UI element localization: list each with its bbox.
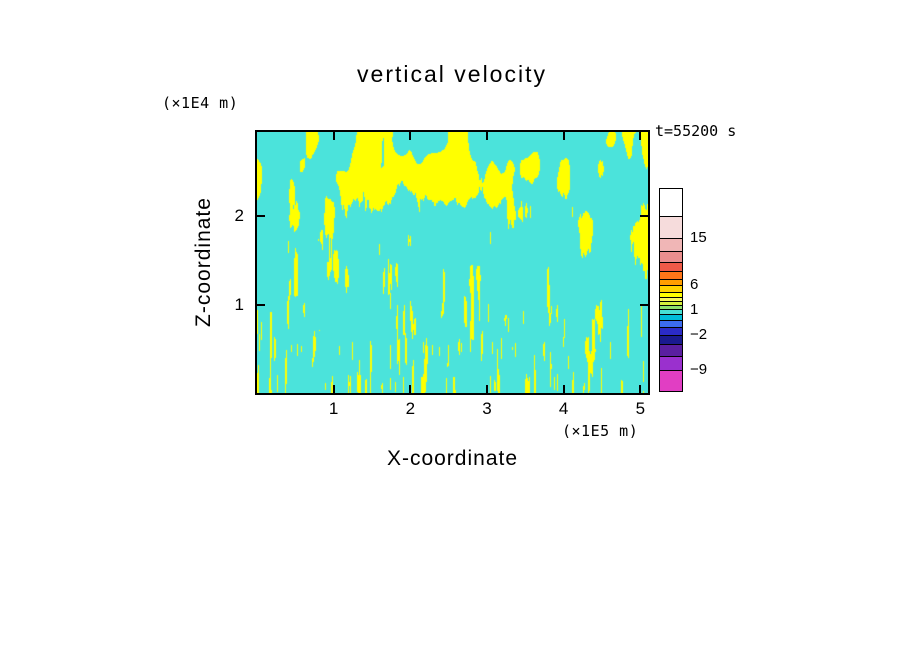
x-axis-tick	[486, 385, 488, 393]
time-annotation: t=55200 s	[655, 122, 737, 140]
y-axis-label: Z-coordinate	[192, 197, 215, 327]
y-axis-tick	[640, 303, 648, 306]
colorbar-segment	[660, 217, 682, 239]
x-axis-tick	[486, 132, 488, 140]
colorbar-segment	[660, 357, 682, 371]
colorbar-label: 15	[690, 229, 707, 246]
colorbar-segment	[660, 263, 682, 272]
x-axis-tick	[562, 385, 565, 393]
colorbar-segment	[660, 252, 682, 263]
y-axis-units: (×1E4 m)	[162, 94, 239, 112]
colorbar-segment	[660, 306, 682, 310]
x-axis-tick	[409, 385, 412, 393]
x-axis-units: (×1E5 m)	[562, 422, 639, 440]
y-tick-label: 2	[234, 206, 244, 226]
x-tick-label: 4	[558, 399, 569, 418]
x-tick-label: 3	[482, 399, 492, 418]
velocity-field-canvas	[257, 132, 648, 393]
x-tick-label: 5	[635, 399, 646, 418]
colorbar-segment	[660, 189, 682, 217]
colorbar-segment	[660, 286, 682, 293]
y-axis-tick	[257, 215, 265, 218]
colorbar-segment	[660, 293, 682, 298]
colorbar-segment	[660, 345, 682, 357]
x-axis-tick	[332, 132, 335, 140]
x-tick-label: 1	[328, 399, 339, 418]
colorbar-label: −2	[690, 326, 708, 343]
y-axis-tick	[640, 215, 648, 218]
x-axis-tick	[639, 132, 642, 140]
colorbar-segment	[660, 371, 682, 391]
y-tick-label: 1	[234, 294, 244, 314]
plot-area	[255, 130, 650, 395]
x-axis-tick	[332, 385, 335, 393]
x-axis-label: X-coordinate	[386, 447, 519, 470]
x-axis-tick	[562, 132, 565, 140]
colorbar-segment	[660, 315, 682, 321]
colorbar-segment	[660, 272, 682, 280]
x-axis-tick	[639, 385, 642, 393]
colorbar-segment	[660, 336, 682, 345]
colorbar-segment	[660, 298, 682, 302]
colorbar-label: 1	[690, 301, 699, 318]
chart-title: vertical velocity	[357, 61, 547, 87]
colorbar	[659, 188, 683, 392]
colorbar-segment	[660, 239, 682, 252]
colorbar-segment	[660, 321, 682, 328]
y-axis-tick	[257, 303, 265, 306]
colorbar-segment	[660, 310, 682, 315]
colorbar-label: 6	[690, 276, 699, 293]
colorbar-segment	[660, 328, 682, 336]
x-axis-tick	[409, 132, 412, 140]
colorbar-segment	[660, 302, 682, 306]
colorbar-segment	[660, 280, 682, 286]
colorbar-label: −9	[690, 361, 708, 378]
x-tick-label: 2	[405, 399, 416, 418]
